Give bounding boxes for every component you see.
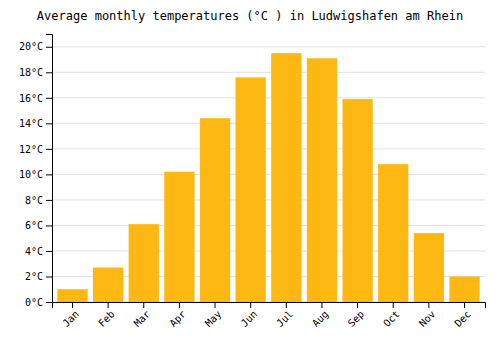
bar xyxy=(378,164,408,302)
tick: Oct xyxy=(381,302,402,329)
tick-mark xyxy=(46,149,52,150)
tick: Jan xyxy=(60,302,81,329)
tick-mark xyxy=(46,200,52,201)
tick-label: Oct xyxy=(381,308,402,329)
tick: 8°C xyxy=(25,195,52,206)
bar xyxy=(271,53,301,302)
tick-mark xyxy=(46,302,52,303)
bar xyxy=(307,58,337,302)
tick-label: 6°C xyxy=(25,220,43,231)
tick-mark xyxy=(46,98,52,99)
tick-label: 12°C xyxy=(19,144,43,155)
bars xyxy=(57,53,479,302)
tick-mark xyxy=(464,302,465,308)
tick-mark xyxy=(143,302,144,308)
grid-line xyxy=(52,46,485,47)
tick: 6°C xyxy=(25,220,52,231)
tick: 16°C xyxy=(19,93,52,104)
tick-mark xyxy=(428,302,429,308)
bar xyxy=(236,77,266,302)
tick-label: Dec xyxy=(452,308,473,329)
bar xyxy=(57,289,87,302)
tick: 20°C xyxy=(19,41,52,52)
tick-label: 8°C xyxy=(25,195,43,206)
grid-line xyxy=(52,72,485,73)
tick-mark xyxy=(46,72,52,73)
tick-label: 4°C xyxy=(25,246,43,257)
tick-label: 20°C xyxy=(19,41,43,52)
tick: Mar xyxy=(132,302,153,329)
tick-mark xyxy=(179,302,180,308)
bar xyxy=(129,224,159,302)
tick-label: 0°C xyxy=(25,297,43,308)
tick-mark xyxy=(108,302,109,308)
tick-mark xyxy=(215,302,216,308)
tick: Nov xyxy=(417,302,438,329)
tick-label: 2°C xyxy=(25,271,43,282)
tick: Apr xyxy=(167,302,188,329)
bar xyxy=(93,268,123,302)
tick-label: Jan xyxy=(60,308,81,329)
tick: Jun xyxy=(239,302,260,329)
tick: Jul xyxy=(274,302,295,329)
tick-label: May xyxy=(203,308,224,329)
tick: Feb xyxy=(96,302,117,329)
tick-label: Sep xyxy=(346,308,367,329)
bar xyxy=(342,99,372,302)
tick-label: 18°C xyxy=(19,67,43,78)
tick-mark xyxy=(250,302,251,308)
tick: 12°C xyxy=(19,144,52,155)
bar xyxy=(164,172,194,302)
grid-line xyxy=(52,123,485,124)
grid-line xyxy=(52,199,485,200)
tick-label: Mar xyxy=(132,308,153,329)
tick-mark xyxy=(321,302,322,308)
tick: 10°C xyxy=(19,169,52,180)
tick-mark xyxy=(357,302,358,308)
tick: Dec xyxy=(452,302,473,329)
tick-label: Jun xyxy=(239,308,260,329)
tick-label: 16°C xyxy=(19,93,43,104)
x-axis: Jan Feb Mar Apr May Jun Jul Aug Sep Oct Nov Dec xyxy=(53,302,486,329)
tick: Sep xyxy=(346,302,367,329)
tick-label: Aug xyxy=(310,308,331,329)
title: Average monthly temperatures (°C ) in Lu… xyxy=(37,9,463,23)
tick: 18°C xyxy=(19,67,52,78)
tick-label: Jul xyxy=(274,308,295,329)
tick-mark xyxy=(46,225,52,226)
tick-mark xyxy=(286,302,287,308)
chart: Average monthly temperatures (°C ) in Lu… xyxy=(0,0,500,350)
tick-mark xyxy=(46,276,52,277)
grid-line xyxy=(52,225,485,226)
tick-mark xyxy=(72,302,73,308)
grid-line xyxy=(52,148,485,149)
tick-label: Nov xyxy=(417,308,438,329)
bar xyxy=(449,276,479,302)
tick-mark xyxy=(46,174,52,175)
tick-mark xyxy=(46,123,52,124)
tick-label: Apr xyxy=(167,308,188,329)
bar xyxy=(200,118,230,302)
tick-label: 10°C xyxy=(19,169,43,180)
tick-label: 14°C xyxy=(19,118,43,129)
tick-mark xyxy=(393,302,394,308)
tick-label: Feb xyxy=(96,308,117,329)
tick-mark xyxy=(46,251,52,252)
tick: 2°C xyxy=(25,271,52,282)
grid-line xyxy=(52,174,485,175)
axis-line xyxy=(53,303,486,309)
tick: 0°C xyxy=(25,297,52,308)
tick-mark xyxy=(46,47,52,48)
bar xyxy=(414,233,444,302)
tick: 14°C xyxy=(19,118,52,129)
tick: Aug xyxy=(310,302,331,329)
grid xyxy=(52,47,485,302)
grid-line xyxy=(52,97,485,98)
tick: May xyxy=(203,302,224,329)
tick: 4°C xyxy=(25,246,52,257)
axis-line xyxy=(46,35,53,303)
plot: 0°C 2°C 4°C 6°C 8°C 10°C 12°C 14°C 16°C 18°C 20°C J… xyxy=(19,35,486,329)
y-axis: 0°C 2°C 4°C 6°C 8°C 10°C 12°C 14°C 16°C 18°C 20°C xyxy=(19,35,53,308)
